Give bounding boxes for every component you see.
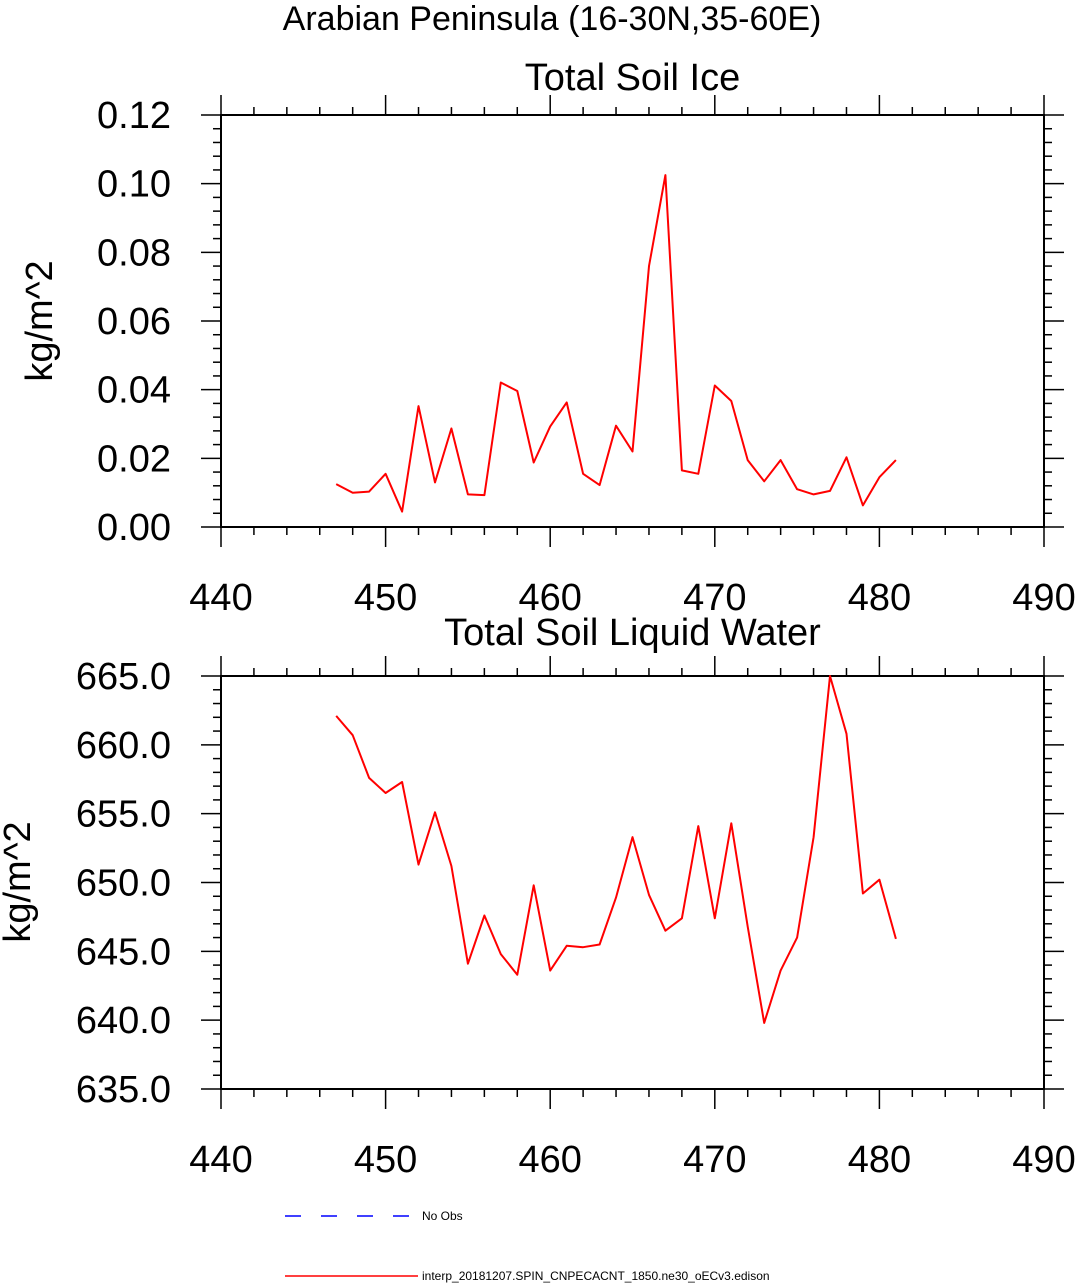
y-tick-label: 665.0 <box>76 656 171 698</box>
y-tick-label: 0.04 <box>97 370 171 412</box>
chart-title: Total Soil Liquid Water <box>444 612 821 654</box>
y-tick-label: 635.0 <box>76 1069 171 1111</box>
legend: No Obs interp_20181207.SPIN_CNPECACNT_18… <box>285 1209 770 1283</box>
y-tick-label: 0.12 <box>97 95 171 137</box>
x-tick-label: 470 <box>683 577 746 619</box>
legend-label-model: interp_20181207.SPIN_CNPECACNT_1850.ne30… <box>422 1269 770 1283</box>
y-tick-label: 0.08 <box>97 232 171 274</box>
y-tick-label: 0.02 <box>97 438 171 480</box>
x-tick-label: 480 <box>848 1139 911 1181</box>
x-tick-label: 480 <box>848 577 911 619</box>
panel-total-soil-ice: Total Soil Ice 440 450 460 470 480 490 0.00 0.02… <box>19 57 1076 619</box>
figure-title: Arabian Peninsula (16-30N,35-60E) <box>283 0 822 38</box>
x-tick-label: 450 <box>354 577 417 619</box>
y-tick-label: 0.06 <box>97 301 171 343</box>
series-line <box>335 174 897 513</box>
chart-title: Total Soil Ice <box>525 57 740 99</box>
y-axis-label: kg/m^2 <box>19 260 61 381</box>
y-tick-label: 640.0 <box>76 1000 171 1042</box>
x-tick-label: 440 <box>189 1139 252 1181</box>
y-tick-label: 660.0 <box>76 725 171 767</box>
y-axis-label: kg/m^2 <box>0 821 39 942</box>
plot-frame <box>220 675 1045 1090</box>
plot-frame <box>220 114 1045 528</box>
x-tick-label: 490 <box>1012 577 1075 619</box>
series-line <box>335 675 897 1024</box>
x-tick-label: 440 <box>189 577 252 619</box>
x-tick-label: 470 <box>683 1139 746 1181</box>
y-tick-label: 645.0 <box>76 931 171 973</box>
y-tick-label: 0.00 <box>97 507 171 549</box>
legend-label-no-obs: No Obs <box>422 1209 463 1223</box>
x-tick-label: 450 <box>354 1139 417 1181</box>
y-tick-label: 0.10 <box>97 164 171 206</box>
x-tick-label: 460 <box>518 577 581 619</box>
panel-total-soil-liquid-water: Total Soil Liquid Water 440 450 460 470 480 49… <box>0 612 1076 1181</box>
x-tick-label: 460 <box>518 1139 581 1181</box>
x-tick-label: 490 <box>1012 1139 1075 1181</box>
y-tick-label: 655.0 <box>76 794 171 836</box>
y-tick-label: 650.0 <box>76 863 171 905</box>
